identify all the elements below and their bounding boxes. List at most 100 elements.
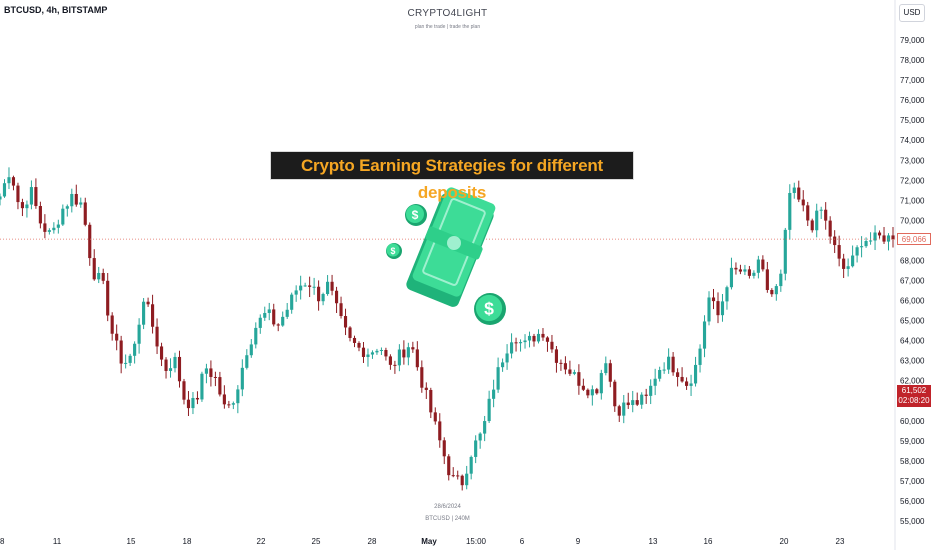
candle-body bbox=[429, 389, 433, 413]
y-tick-label: 72,000 bbox=[900, 176, 925, 185]
candle-body bbox=[213, 376, 217, 378]
candle-body bbox=[833, 236, 837, 246]
candle-body bbox=[258, 317, 262, 328]
candle-body bbox=[456, 475, 460, 477]
candle-body bbox=[738, 269, 742, 272]
currency-button[interactable]: USD bbox=[899, 4, 925, 22]
x-tick-label: 18 bbox=[183, 537, 192, 546]
candle-body bbox=[16, 185, 20, 203]
candle-body bbox=[698, 348, 702, 365]
y-tick-label: 65,000 bbox=[900, 317, 925, 326]
candle-body bbox=[532, 335, 536, 342]
x-tick-label: 16 bbox=[704, 537, 713, 546]
y-tick-label: 68,000 bbox=[900, 256, 925, 265]
candle-body bbox=[792, 187, 796, 193]
candle-body bbox=[52, 227, 56, 231]
symbol-title[interactable]: BTCUSD, 4h, BITSTAMP bbox=[4, 5, 108, 15]
candle-body bbox=[590, 389, 594, 396]
candle-body bbox=[676, 372, 680, 377]
candle-body bbox=[478, 433, 482, 441]
candle-body bbox=[204, 368, 208, 374]
candle-body bbox=[227, 404, 231, 406]
x-tick-label: 15:00 bbox=[466, 537, 487, 546]
candle-body bbox=[397, 349, 401, 366]
y-tick-label: 79,000 bbox=[900, 36, 925, 45]
y-tick-label: 62,000 bbox=[900, 377, 925, 386]
candle-body bbox=[761, 259, 765, 270]
candle-body bbox=[720, 301, 725, 316]
bid-price-value: 61,502 bbox=[901, 386, 927, 395]
candle-body bbox=[492, 389, 496, 399]
candle-body bbox=[725, 287, 729, 302]
candle-body bbox=[415, 349, 419, 368]
candle-body bbox=[294, 290, 298, 295]
candle-body bbox=[774, 286, 778, 295]
candle-body bbox=[711, 297, 716, 302]
coin-large bbox=[475, 294, 503, 322]
candle-body bbox=[110, 315, 114, 334]
candle-body bbox=[559, 362, 563, 364]
candle-body bbox=[851, 255, 855, 267]
candle-body bbox=[801, 199, 805, 206]
candle-body bbox=[608, 363, 612, 382]
watermark-date: 28/6/2024 bbox=[434, 504, 461, 510]
candle-body bbox=[662, 369, 666, 371]
candle-body bbox=[572, 372, 576, 374]
x-tick-label: 9 bbox=[576, 537, 581, 546]
candle-body bbox=[716, 301, 720, 316]
bar-countdown: 02:08:20 bbox=[898, 396, 930, 405]
candle-body bbox=[249, 344, 253, 356]
candle-body bbox=[743, 269, 747, 272]
candle-body bbox=[729, 267, 734, 288]
candle-body bbox=[658, 369, 662, 379]
candle-body bbox=[168, 368, 173, 371]
candle-body bbox=[209, 368, 213, 377]
candle-body bbox=[352, 337, 357, 343]
candle-body bbox=[586, 389, 590, 396]
candle-body bbox=[61, 208, 65, 225]
candle-body bbox=[406, 347, 410, 358]
candle-body bbox=[644, 394, 648, 396]
candle-body bbox=[308, 285, 312, 287]
candle-body bbox=[563, 363, 567, 370]
candle-body bbox=[146, 301, 150, 305]
candle-body bbox=[501, 362, 505, 368]
candle-body bbox=[442, 440, 446, 457]
candle-body bbox=[339, 303, 343, 317]
candle-body bbox=[200, 373, 204, 400]
candle-body bbox=[842, 258, 846, 269]
candle-body bbox=[393, 364, 397, 366]
candle-body bbox=[873, 232, 877, 241]
candle-body bbox=[11, 177, 16, 186]
x-tick-label: 23 bbox=[836, 537, 845, 546]
candle-body bbox=[361, 347, 366, 357]
candle-body bbox=[599, 373, 603, 394]
y-tick-label: 59,000 bbox=[900, 437, 925, 446]
candle-body bbox=[680, 376, 684, 382]
candle-body bbox=[124, 362, 128, 364]
candle-body bbox=[523, 340, 527, 343]
candle-body bbox=[613, 381, 617, 407]
candle-body bbox=[317, 286, 321, 302]
candle-body bbox=[38, 206, 42, 224]
candle-body bbox=[272, 309, 276, 325]
candle-body bbox=[20, 202, 25, 209]
candle-body bbox=[411, 347, 415, 350]
y-tick-label: 74,000 bbox=[900, 136, 925, 145]
candle-body bbox=[74, 193, 78, 205]
candle-body bbox=[514, 342, 518, 344]
candle-body bbox=[649, 385, 653, 396]
candle-body bbox=[151, 304, 155, 327]
candle-body bbox=[115, 333, 119, 341]
y-tick-label: 66,000 bbox=[900, 297, 925, 306]
candle-body bbox=[173, 356, 177, 369]
candle-body bbox=[195, 397, 200, 400]
candle-body bbox=[783, 229, 787, 274]
candle-body bbox=[465, 473, 469, 486]
candle-body bbox=[191, 397, 195, 409]
candle-body bbox=[65, 206, 69, 209]
candle-body bbox=[330, 281, 334, 291]
candle-body bbox=[263, 312, 267, 318]
candle-body bbox=[846, 266, 850, 269]
